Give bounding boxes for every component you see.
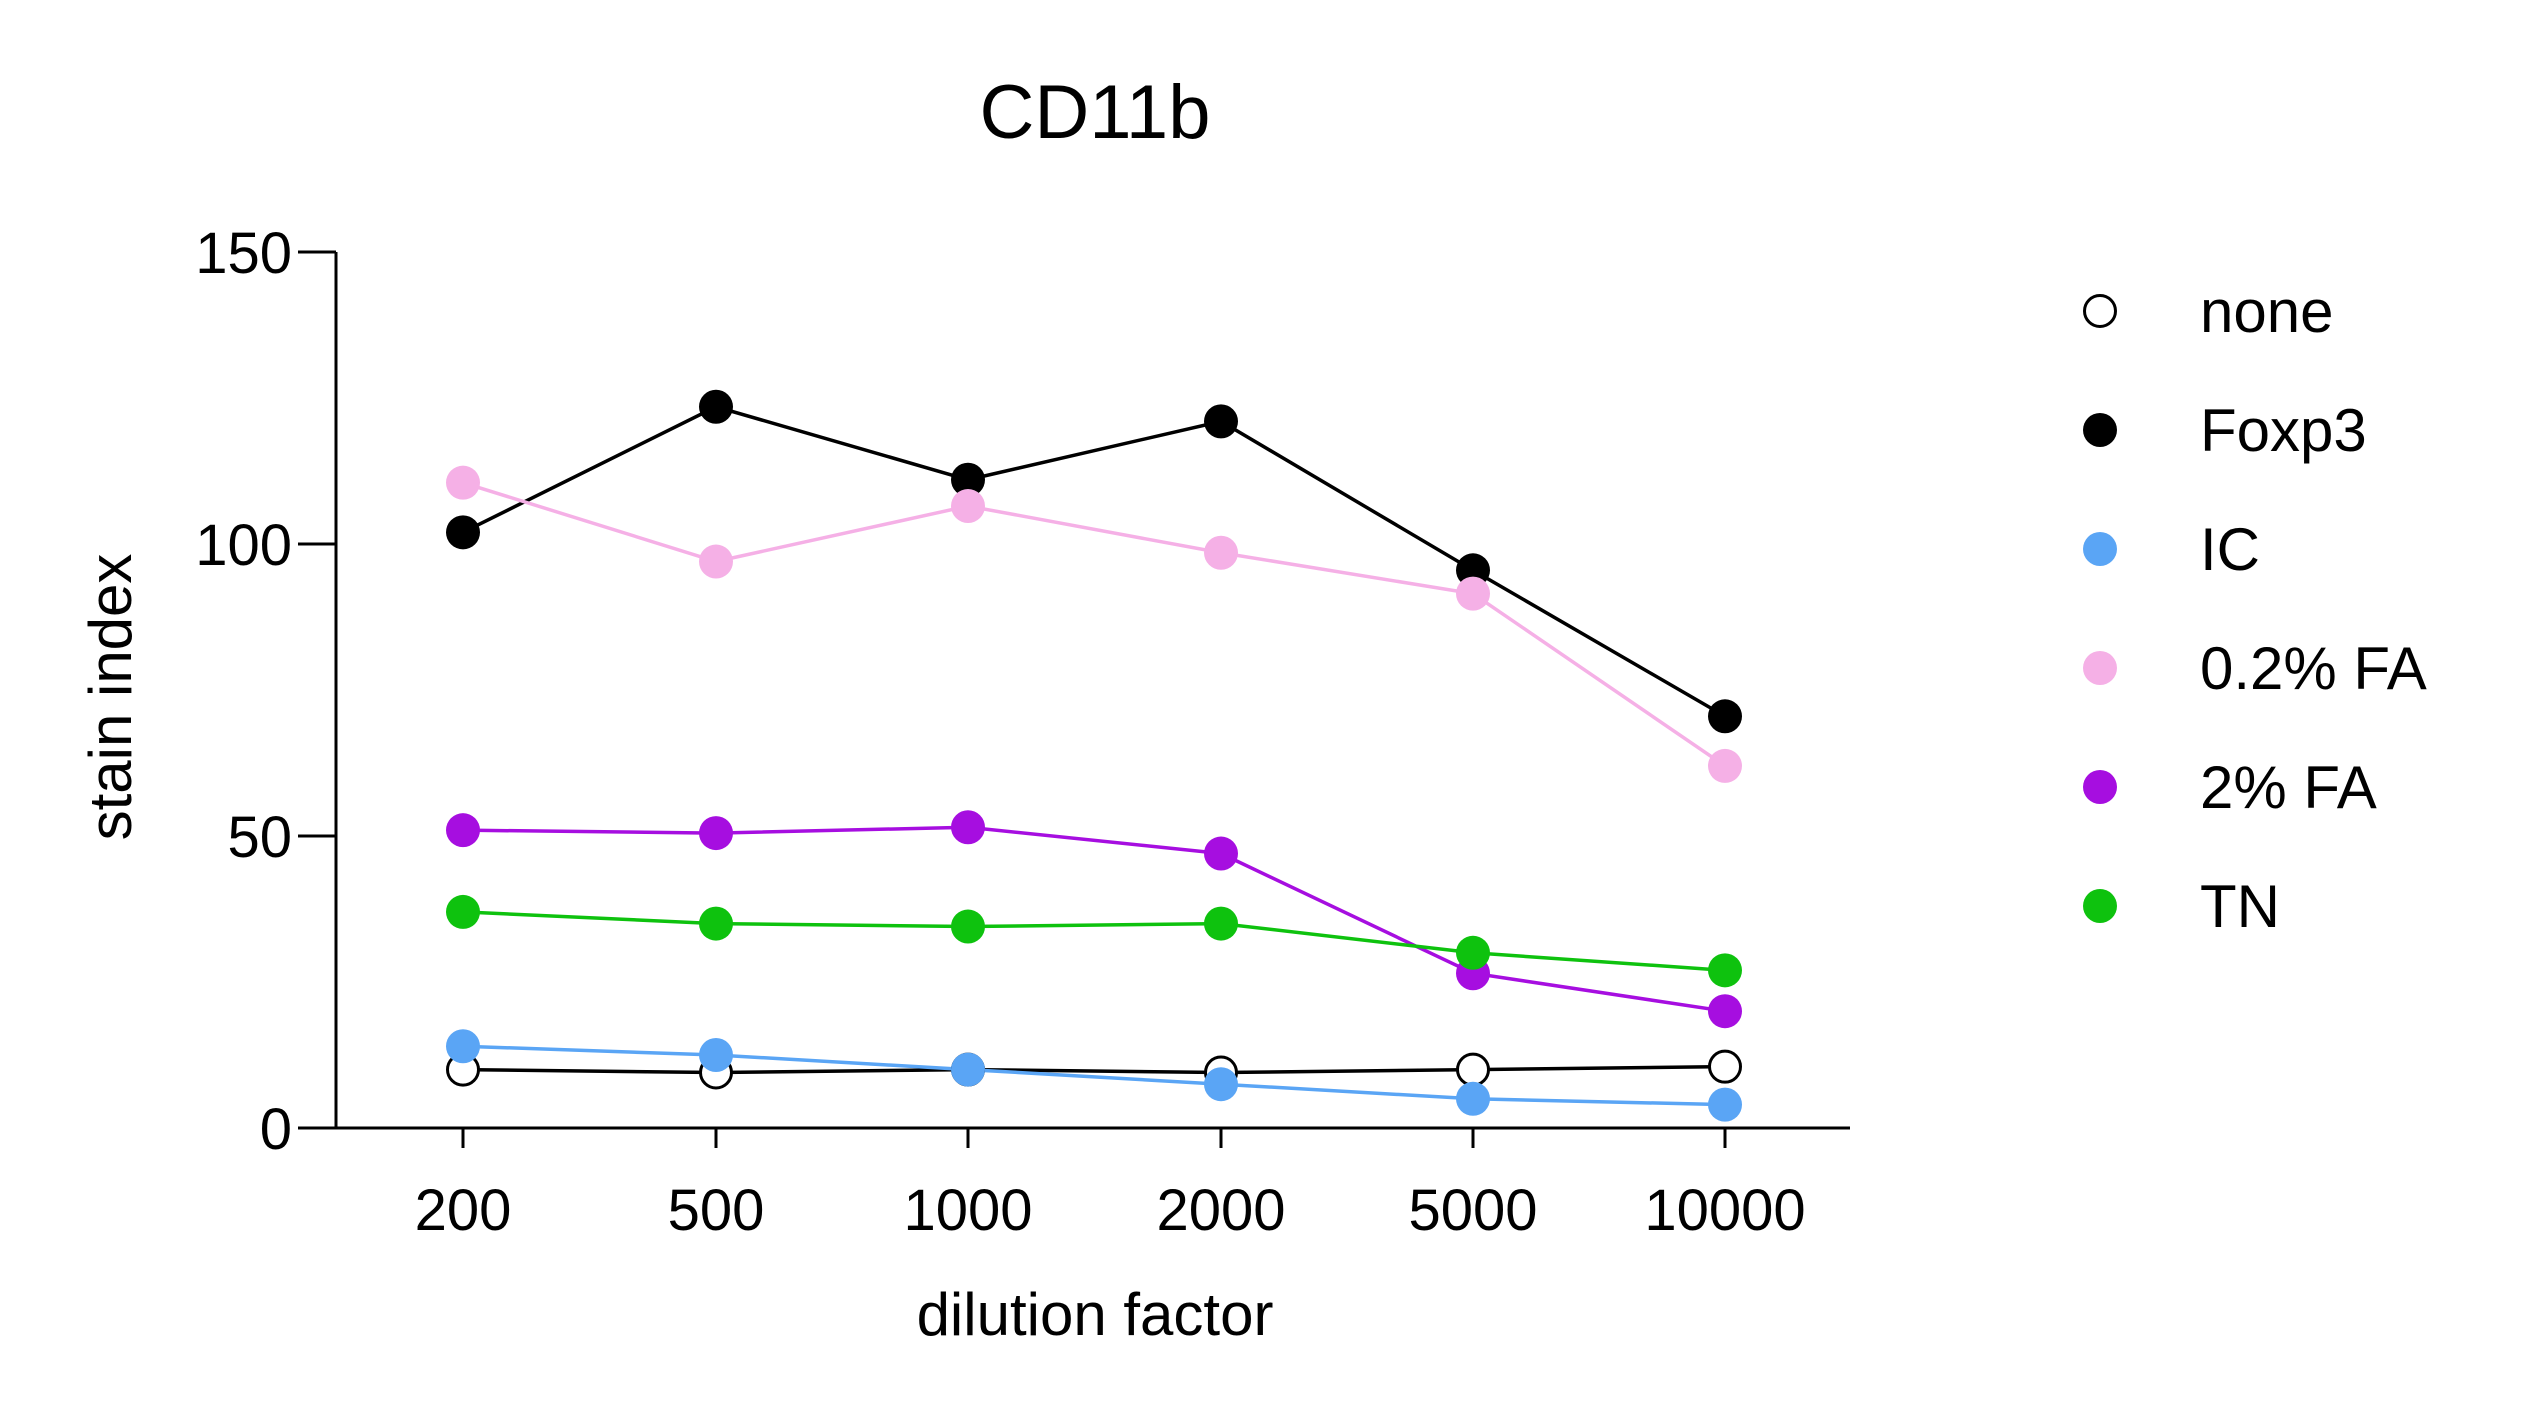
series-line — [462, 404, 1726, 718]
data-point — [1204, 535, 1238, 570]
x-tick-label: 500 — [668, 1178, 765, 1243]
series-lines — [462, 404, 1726, 1107]
series-line — [462, 1044, 1726, 1107]
legend-marker — [2083, 770, 2117, 804]
y-tick-label: 50 — [227, 805, 292, 870]
x-tick-label: 1000 — [903, 1178, 1032, 1243]
data-point — [1204, 836, 1238, 871]
chart-title: CD11b — [980, 70, 1211, 155]
x-axis-label: dilution factor — [917, 1281, 1274, 1348]
data-point — [951, 1052, 985, 1087]
x-tick-label: 200 — [415, 1178, 512, 1243]
x-tick-label: 2000 — [1156, 1178, 1285, 1243]
legend-label: none — [2200, 278, 2333, 345]
legend-label: 2% FA — [2200, 754, 2377, 821]
data-point — [446, 465, 480, 500]
data-point — [951, 810, 985, 845]
data-point — [951, 462, 985, 497]
data-point — [1204, 906, 1238, 941]
data-point — [699, 1038, 733, 1072]
data-point — [1456, 553, 1490, 588]
data-point — [1456, 935, 1490, 970]
y-tick-label: 0 — [260, 1097, 292, 1162]
data-point — [1456, 1052, 1490, 1087]
data-point — [1708, 748, 1742, 783]
data-point — [1708, 1049, 1742, 1084]
axes: 0 50 100 150 200 500 1000 2000 5000 10000 — [195, 221, 1850, 1243]
data-point — [1456, 1081, 1490, 1116]
data-point — [446, 813, 480, 848]
y-tick-label: 150 — [195, 221, 292, 286]
data-point — [699, 544, 733, 579]
data-point — [699, 816, 733, 851]
series-line — [462, 825, 1726, 1013]
legend-marker — [2083, 413, 2117, 447]
legend-marker — [2083, 532, 2117, 566]
series-line — [462, 481, 1726, 768]
data-point — [951, 489, 985, 524]
legend-marker — [2083, 651, 2117, 685]
legend-label: Foxp3 — [2200, 397, 2367, 464]
y-axis-label: stain index — [77, 554, 144, 841]
data-point — [1708, 953, 1742, 988]
legend-label: 0.2% FA — [2200, 635, 2427, 702]
series-line — [462, 910, 1726, 973]
data-point — [1708, 699, 1742, 734]
legend-marker — [2083, 889, 2117, 923]
data-point — [1708, 994, 1742, 1029]
series-line — [462, 1064, 1726, 1075]
x-tick-label: 5000 — [1408, 1178, 1537, 1243]
data-point — [446, 515, 480, 550]
series-points — [446, 389, 1742, 1122]
data-point — [446, 894, 480, 929]
data-point — [951, 909, 985, 944]
y-tick-label: 100 — [195, 513, 292, 578]
x-tick-label: 10000 — [1644, 1178, 1805, 1243]
legend-label: IC — [2200, 516, 2260, 583]
data-point — [1708, 1087, 1742, 1122]
data-point — [699, 906, 733, 941]
data-point — [446, 1029, 480, 1064]
legend: none Foxp3 IC 0.2% FA 2% FA TN — [2083, 278, 2427, 940]
data-point — [1456, 576, 1490, 611]
data-point — [699, 389, 733, 424]
data-point — [1204, 1067, 1238, 1102]
legend-marker — [2083, 294, 2117, 328]
data-point — [1204, 404, 1238, 439]
legend-label: TN — [2200, 873, 2280, 940]
